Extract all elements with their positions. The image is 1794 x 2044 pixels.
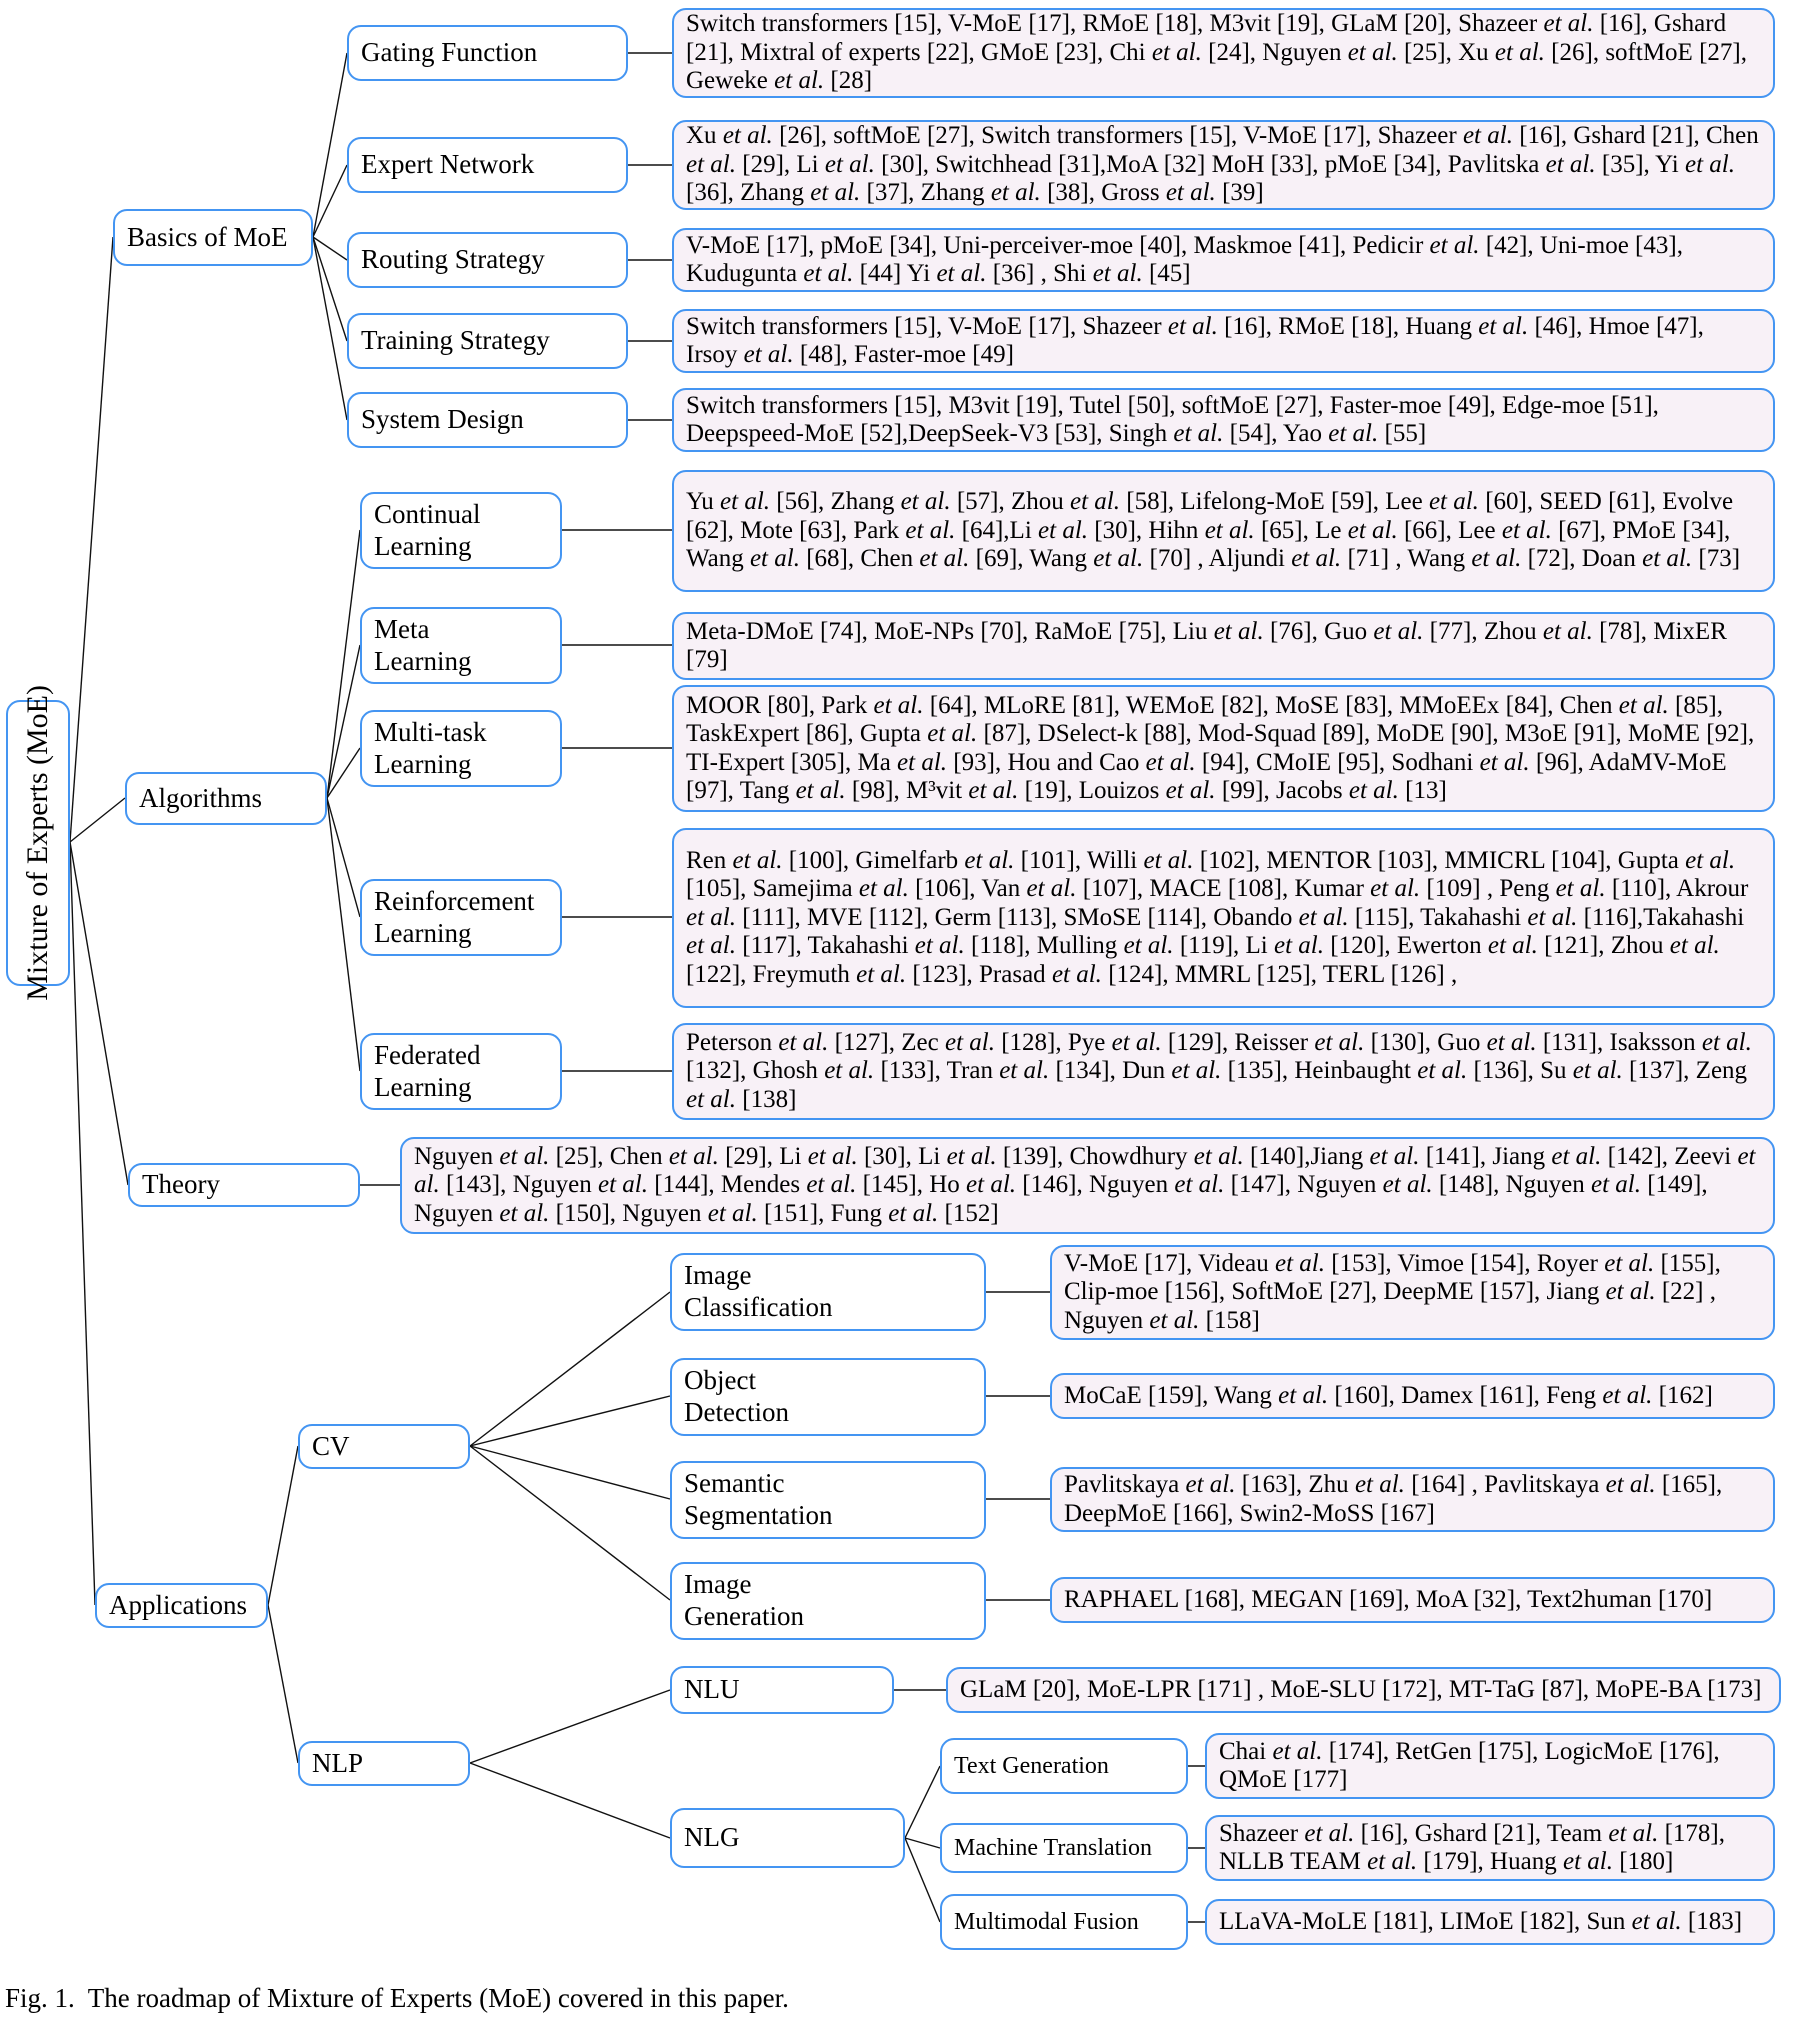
- node-multimodal-fusion: Multimodal Fusion: [940, 1894, 1188, 1950]
- citations-routing-strategy: V-MoE [17], pMoE [34], Uni-perceiver-moe…: [672, 228, 1775, 292]
- node-label: Multimodal Fusion: [954, 1908, 1139, 1935]
- node-image-classification: Image Classification: [670, 1253, 986, 1331]
- node-label: Image Classification: [684, 1260, 833, 1322]
- node-algorithms: Algorithms: [125, 772, 327, 825]
- citations-multimodal-fusion: LLaVA-MoLE [181], LIMoE [182], Sun et al…: [1205, 1899, 1775, 1945]
- node-training-strategy: Training Strategy: [347, 313, 628, 369]
- citations-image-classification: V-MoE [17], Videau et al. [153], Vimoe […: [1050, 1245, 1775, 1340]
- node-label: Theory: [142, 1169, 220, 1200]
- citation-list: Peterson et al. [127], Zec et al. [128],…: [686, 1028, 1752, 1113]
- node-routing-strategy: Routing Strategy: [347, 232, 628, 288]
- citation-list: V-MoE [17], Videau et al. [153], Vimoe […: [1064, 1249, 1721, 1334]
- node-federated-learning: Federated Learning: [360, 1033, 562, 1110]
- citations-continual-learning: Yu et al. [56], Zhang et al. [57], Zhou …: [672, 470, 1775, 592]
- node-label: System Design: [361, 404, 524, 435]
- node-theory: Theory: [128, 1163, 360, 1207]
- citation-list: RAPHAEL [168], MEGAN [169], MoA [32], Te…: [1064, 1585, 1713, 1613]
- citations-system-design: Switch transformers [15], M3vit [19], Tu…: [672, 388, 1775, 452]
- citations-image-generation: RAPHAEL [168], MEGAN [169], MoA [32], Te…: [1050, 1577, 1775, 1623]
- citations-reinforcement-learning: Ren et al. [100], Gimelfarb et al. [101]…: [672, 828, 1775, 1008]
- root-label: Mixture of Experts (MoE): [21, 685, 55, 1001]
- citations-nlu: GLaM [20], MoE-LPR [171] , MoE-SLU [172]…: [946, 1667, 1781, 1713]
- node-machine-translation: Machine Translation: [940, 1823, 1188, 1873]
- citation-list: Switch transformers [15], V-MoE [17], Sh…: [686, 312, 1704, 369]
- node-label: Machine Translation: [954, 1834, 1152, 1861]
- node-label: Continual Learning: [374, 498, 481, 561]
- citation-list: Pavlitskaya et al. [163], Zhu et al. [16…: [1064, 1471, 1723, 1527]
- node-meta-learning: Meta Learning: [360, 607, 562, 684]
- citation-list: MoCaE [159], Wang et al. [160], Damex [1…: [1064, 1381, 1713, 1409]
- node-nlp: NLP: [298, 1741, 470, 1786]
- node-label: Basics of MoE: [127, 221, 288, 252]
- citation-list: Switch transformers [15], M3vit [19], Tu…: [686, 391, 1659, 448]
- node-reinforcement-learning: Reinforcement Learning: [360, 879, 562, 956]
- node-label: Object Detection: [684, 1365, 789, 1427]
- node-label: Federated Learning: [374, 1039, 481, 1102]
- node-label: Meta Learning: [374, 613, 472, 676]
- citation-list: Ren et al. [100], Gimelfarb et al. [101]…: [686, 846, 1749, 988]
- citations-federated-learning: Peterson et al. [127], Zec et al. [128],…: [672, 1023, 1775, 1120]
- node-label: Expert Network: [361, 149, 535, 180]
- node-label: Training Strategy: [361, 325, 550, 356]
- node-label: Algorithms: [139, 782, 263, 813]
- node-label: Reinforcement Learning: [374, 885, 535, 948]
- citations-text-generation: Chai et al. [174], RetGen [175], LogicMo…: [1205, 1733, 1775, 1799]
- node-continual-learning: Continual Learning: [360, 492, 562, 569]
- node-system-design: System Design: [347, 392, 628, 448]
- citations-multi-task-learning: MOOR [80], Park et al. [64], MLoRE [81],…: [672, 685, 1775, 812]
- citation-list: Shazeer et al. [16], Gshard [21], Team e…: [1219, 1819, 1725, 1876]
- citation-list: Xu et al. [26], softMoE [27], Switch tra…: [686, 122, 1759, 207]
- node-label: NLP: [312, 1747, 364, 1778]
- node-gating-function: Gating Function: [347, 25, 628, 81]
- citation-list: Yu et al. [56], Zhang et al. [57], Zhou …: [686, 488, 1741, 573]
- node-label: Routing Strategy: [361, 244, 545, 275]
- node-image-generation: Image Generation: [670, 1562, 986, 1640]
- node-applications: Applications: [95, 1583, 268, 1628]
- node-label: NLU: [684, 1674, 740, 1705]
- node-label: Text Generation: [954, 1752, 1109, 1779]
- citations-machine-translation: Shazeer et al. [16], Gshard [21], Team e…: [1205, 1815, 1775, 1881]
- node-label: NLG: [684, 1822, 740, 1853]
- node-label: Applications: [109, 1589, 247, 1620]
- node-text-generation: Text Generation: [940, 1738, 1188, 1794]
- node-label: Semantic Segmentation: [684, 1468, 833, 1530]
- citation-list: Nguyen et al. [25], Chen et al. [29], Li…: [414, 1142, 1756, 1227]
- citations-object-detection: MoCaE [159], Wang et al. [160], Damex [1…: [1050, 1373, 1775, 1419]
- node-nlg: NLG: [670, 1808, 905, 1868]
- citations-training-strategy: Switch transformers [15], V-MoE [17], Sh…: [672, 309, 1775, 373]
- citations-theory: Nguyen et al. [25], Chen et al. [29], Li…: [400, 1137, 1775, 1234]
- node-label: Gating Function: [361, 37, 538, 68]
- citation-list: LLaVA-MoLE [181], LIMoE [182], Sun et al…: [1219, 1907, 1743, 1935]
- figure-caption: Fig. 1. The roadmap of Mixture of Expert…: [5, 1983, 789, 2013]
- node-label: Image Generation: [684, 1569, 804, 1631]
- citation-list: Switch transformers [15], V-MoE [17], RM…: [686, 10, 1747, 95]
- citation-list: Meta-DMoE [74], MoE-NPs [70], RaMoE [75]…: [686, 617, 1727, 674]
- citations-semantic-segmentation: Pavlitskaya et al. [163], Zhu et al. [16…: [1050, 1467, 1775, 1532]
- citations-gating-function: Switch transformers [15], V-MoE [17], RM…: [672, 8, 1775, 98]
- node-nlu: NLU: [670, 1666, 894, 1714]
- node-cv: CV: [298, 1424, 470, 1469]
- node-multi-task-learning: Multi-task Learning: [360, 710, 562, 787]
- node-basics-of-moe: Basics of MoE: [113, 209, 313, 266]
- citations-expert-network: Xu et al. [26], softMoE [27], Switch tra…: [672, 120, 1775, 210]
- node-expert-network: Expert Network: [347, 137, 628, 193]
- citation-list: GLaM [20], MoE-LPR [171] , MoE-SLU [172]…: [960, 1675, 1762, 1703]
- node-mixture-of-experts-root: Mixture of Experts (MoE): [6, 685, 70, 1001]
- node-semantic-segmentation: Semantic Segmentation: [670, 1461, 986, 1539]
- citation-list: Chai et al. [174], RetGen [175], LogicMo…: [1219, 1737, 1720, 1794]
- node-label: Multi-task Learning: [374, 716, 487, 779]
- citations-meta-learning: Meta-DMoE [74], MoE-NPs [70], RaMoE [75]…: [672, 612, 1775, 680]
- node-label: CV: [312, 1430, 350, 1461]
- citation-list: V-MoE [17], pMoE [34], Uni-perceiver-moe…: [686, 231, 1683, 288]
- node-object-detection: Object Detection: [670, 1358, 986, 1436]
- citation-list: MOOR [80], Park et al. [64], MLoRE [81],…: [686, 691, 1755, 805]
